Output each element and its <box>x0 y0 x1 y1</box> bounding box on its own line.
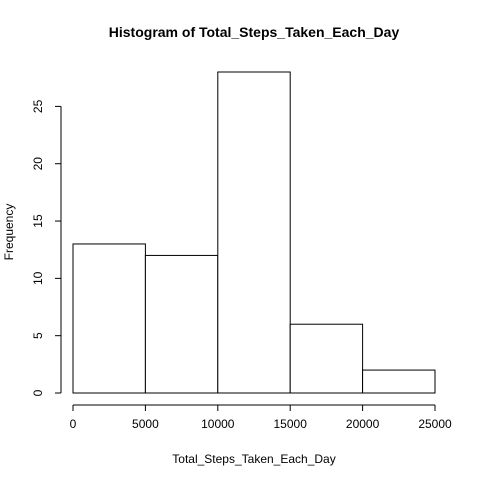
histogram-bar-1 <box>144 254 219 394</box>
x-tick-label-3: 15000 <box>274 417 308 431</box>
chart-title: Histogram of Total_Steps_Taken_Each_Day <box>109 24 400 40</box>
x-tick-label-5: 25000 <box>418 417 452 431</box>
y-tick-label-2: 10 <box>31 271 45 285</box>
histogram-bar-2 <box>217 71 291 394</box>
x-tick-label-2: 10000 <box>201 417 235 431</box>
y-tick-label-3: 15 <box>31 214 45 228</box>
y-axis-label: Frequency <box>2 204 16 261</box>
bars-layer <box>72 71 436 394</box>
x-tick-label-1: 5000 <box>132 417 159 431</box>
y-tick-label-0: 0 <box>31 389 45 396</box>
histogram-bar-4 <box>362 369 436 394</box>
y-tick-label-4: 20 <box>31 157 45 171</box>
x-tick-label-4: 20000 <box>346 417 380 431</box>
y-tick-label-5: 25 <box>31 99 45 113</box>
y-tick-label-1: 5 <box>31 332 45 339</box>
histogram-bar-3 <box>289 323 364 394</box>
x-axis-label: Total_Steps_Taken_Each_Day <box>172 452 335 466</box>
x-tick-label-0: 0 <box>70 417 77 431</box>
y-axis: 0 5 10 15 20 25 <box>31 99 62 396</box>
x-axis: 0 5000 10000 15000 20000 25000 <box>70 404 452 431</box>
histogram-bar-0 <box>72 243 146 394</box>
